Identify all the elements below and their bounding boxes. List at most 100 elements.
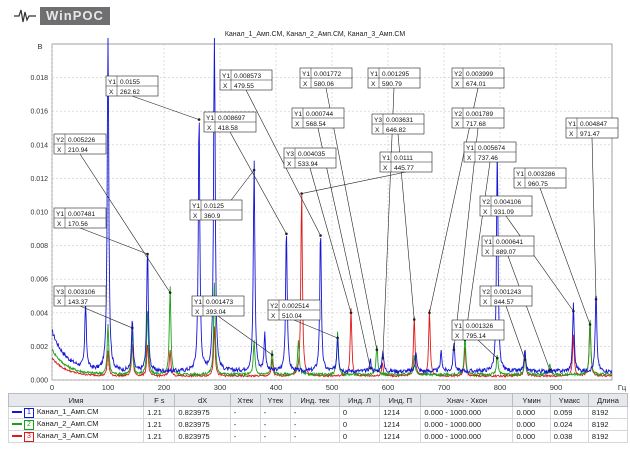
x-tick-label: 0 [50,383,54,392]
annotation-point [588,323,592,326]
annotation-y-label: Y1 [56,211,64,218]
annotation-y-label: Y1 [568,121,576,128]
table-cell: 1214 [379,406,422,419]
annotation-x-value: 533.94 [298,161,318,168]
annotation-y-label: Y1 [194,299,202,306]
annotation-y-value: 0.003631 [386,117,413,124]
annotation-y-value: 0.003106 [68,289,95,296]
annotation-x-label: X [223,83,228,90]
annotation-x-value: 646.82 [386,127,406,134]
table-cell: 8192 [587,418,629,431]
annotation-y-value: 0.001473 [206,299,233,306]
annotation-leader [293,319,338,339]
annotation-x-label: X [287,161,292,168]
annotation-y-value: 0.008573 [234,73,261,80]
table-row[interactable]: 1 Канал_1_Амп.СМ 1.21 0.823975- - -0 1214 0.000… [7,406,629,419]
table-cell: 0.000 [512,406,551,419]
annotation-leader [505,305,526,360]
x-tick-label: 300 [214,383,227,392]
annotation-x-label: X [371,81,376,88]
column-header[interactable]: Yмин [512,393,551,407]
table-cell: 1214 [379,430,422,443]
annotation-x-label: X [195,309,200,316]
channel-number-badge: 3 [24,432,34,442]
annotation-point [319,234,322,237]
series-color-swatch [12,435,22,438]
y-tick-label: 0.006 [30,277,48,284]
annotation-x-value: 960.75 [528,181,548,188]
table-cell: 0.823975 [174,418,231,431]
table-cell: 0.059 [549,406,589,419]
annotation-x-label: X [455,121,460,128]
annotation-x-label: X [375,127,380,134]
column-header[interactable]: Xтек [229,393,261,407]
annotation-point [300,192,303,195]
column-header[interactable]: Yтек [259,393,291,407]
annotation-y-label: Y3 [374,117,382,124]
annotation-x-value: 143.37 [68,299,88,306]
annotation-point [412,318,416,321]
marker-annotations: Y1 0.0155 X 262.62 Y1 0.008573 X 479.55 Y1 0.0017… [53,67,619,372]
annotation-x-value: 445.77 [394,165,414,172]
annotation-leader [309,167,352,313]
annotation-y-value: 0.0111 [394,155,413,162]
y-tick-label: 0.012 [30,176,48,183]
column-header[interactable]: Инд. П [379,393,422,407]
table-row[interactable]: 2 Канал_2_Амп.СМ 1.21 0.823975- - -0 1214 0.000… [7,418,629,431]
column-header[interactable]: Yмакс [549,393,589,407]
table-cell: - [289,418,340,431]
table-cell: 0.000 [512,418,551,431]
channel-name: Канал_3_Амп.СМ [36,431,99,440]
table-cell: 1.21 [143,418,176,431]
column-header[interactable]: Имя [7,393,145,407]
table-cell: - [229,430,261,443]
y-axis-label: В [37,42,42,51]
column-header[interactable]: Длина [587,393,629,407]
annotation-x-value: 674.01 [466,81,486,88]
column-header[interactable]: Xнач - Xкон [420,393,514,407]
series-color-swatch [12,411,22,414]
series-line-1 [52,37,612,375]
annotation-y-label: Y1 [466,145,474,152]
annotation-y-label: Y1 [382,155,390,162]
annotation-y-label: Y1 [192,203,200,210]
table-cell: 0.823975 [174,430,231,443]
table-cell: 0 [338,430,381,443]
annotation-y-label: Y1 [206,115,214,122]
table-cell: 0.823975 [174,406,231,419]
channel-table[interactable]: Имя F s dX Xтек Yтек Инд. тек Инд. Л Инд. П Xнач… [7,393,629,443]
annotation-y-label: Y1 [484,239,492,246]
column-header[interactable]: F s [143,393,176,407]
annotation-y-label: Y3 [286,151,294,158]
annotation-leader [301,171,407,194]
table-cell: 0.038 [549,430,589,443]
column-header[interactable]: dX [174,393,231,407]
annotation-point [381,356,385,360]
column-header[interactable]: Инд. Л [338,393,381,407]
annotation-x-label: X [483,209,488,216]
table-cell: 0 [338,418,381,431]
annotation-y-label: Y1 [302,71,310,78]
table-cell: 1214 [379,418,422,431]
annotation-x-value: 795.14 [466,333,486,340]
annotation-x-value: 737.46 [478,155,498,162]
annotation-x-value: 393.04 [206,309,226,316]
annotation-x-value: 844.57 [494,299,514,306]
annotation-leader [79,305,133,329]
table-cell: 0.000 - 1000.000 [420,430,514,443]
annotation-point [252,168,256,172]
annotation-x-value: 360.9 [204,213,221,220]
channel-name-cell: 2 Канал_2_Амп.СМ [7,418,145,431]
annotation-point [349,311,353,315]
y-tick-label: 0.002 [30,344,48,351]
y-tick-label: 0.008 [30,243,48,250]
annotation-leader [591,137,597,300]
annotation-point [270,353,274,357]
annotation-x-label: X [271,313,276,320]
spectrum-chart[interactable]: Канал_1_Амп.СМ, Канал_2_Амп.СМ, Канал_3_… [0,24,630,392]
annotation-x-label: X [57,221,62,228]
annotation-point [428,311,431,315]
column-header[interactable]: Инд. тек [289,393,340,407]
annotation-y-value: 0.007481 [68,211,95,218]
table-row[interactable]: 3 Канал_3_Амп.СМ 1.21 0.823975- - -0 1214 0.000… [7,430,629,443]
